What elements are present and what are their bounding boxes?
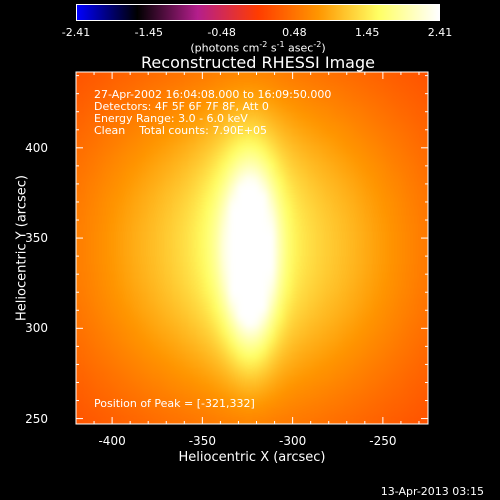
y-tick-label: 300 — [25, 321, 48, 336]
colorbar — [76, 4, 440, 21]
peak-position-label: Position of Peak = [-321,332] — [94, 397, 255, 410]
colorbar-tick-label: 0.48 — [282, 26, 307, 39]
chart-title: Reconstructed RHESSI Image — [141, 53, 375, 72]
colorbar-tick-label: -1.45 — [134, 26, 164, 39]
x-tick-label: -300 — [278, 434, 307, 448]
info-total-counts: Clean Total counts: 7.90E+05 — [94, 124, 268, 137]
x-tick-label: -250 — [369, 434, 397, 448]
timestamp: 13-Apr-2013 03:15 — [380, 485, 484, 498]
colorbar-tick-label: 2.41 — [427, 26, 453, 39]
x-tick-label: -350 — [188, 434, 216, 448]
plot-frame — [75, 71, 429, 425]
info-energy-range: Energy Range: 3.0 - 6.0 keV — [94, 112, 248, 125]
colorbar-tick-label: -0.48 — [207, 26, 236, 39]
y-tick-label: 350 — [25, 231, 48, 246]
info-observation-time: 27-Apr-2002 16:04:08.000 to 16:09:50.000 — [94, 88, 332, 101]
colorbar-tick-label: 1.45 — [354, 26, 380, 39]
info-detectors: Detectors: 4F 5F 6F 7F 8F, Att 0 — [94, 100, 269, 113]
y-tick-label: 250 — [25, 411, 48, 426]
y-axis-label: Heliocentric Y (arcsec) — [14, 175, 30, 321]
y-tick-label: 400 — [25, 140, 48, 155]
heatmap-image — [76, 72, 428, 424]
x-axis-label: Heliocentric X (arcsec) — [178, 450, 326, 465]
x-tick-label: -400 — [98, 434, 126, 448]
colorbar-tick-label: -2.41 — [61, 26, 91, 39]
colorbar-unit-label: (photons cm-2 s-1 asec-2) — [190, 40, 326, 55]
